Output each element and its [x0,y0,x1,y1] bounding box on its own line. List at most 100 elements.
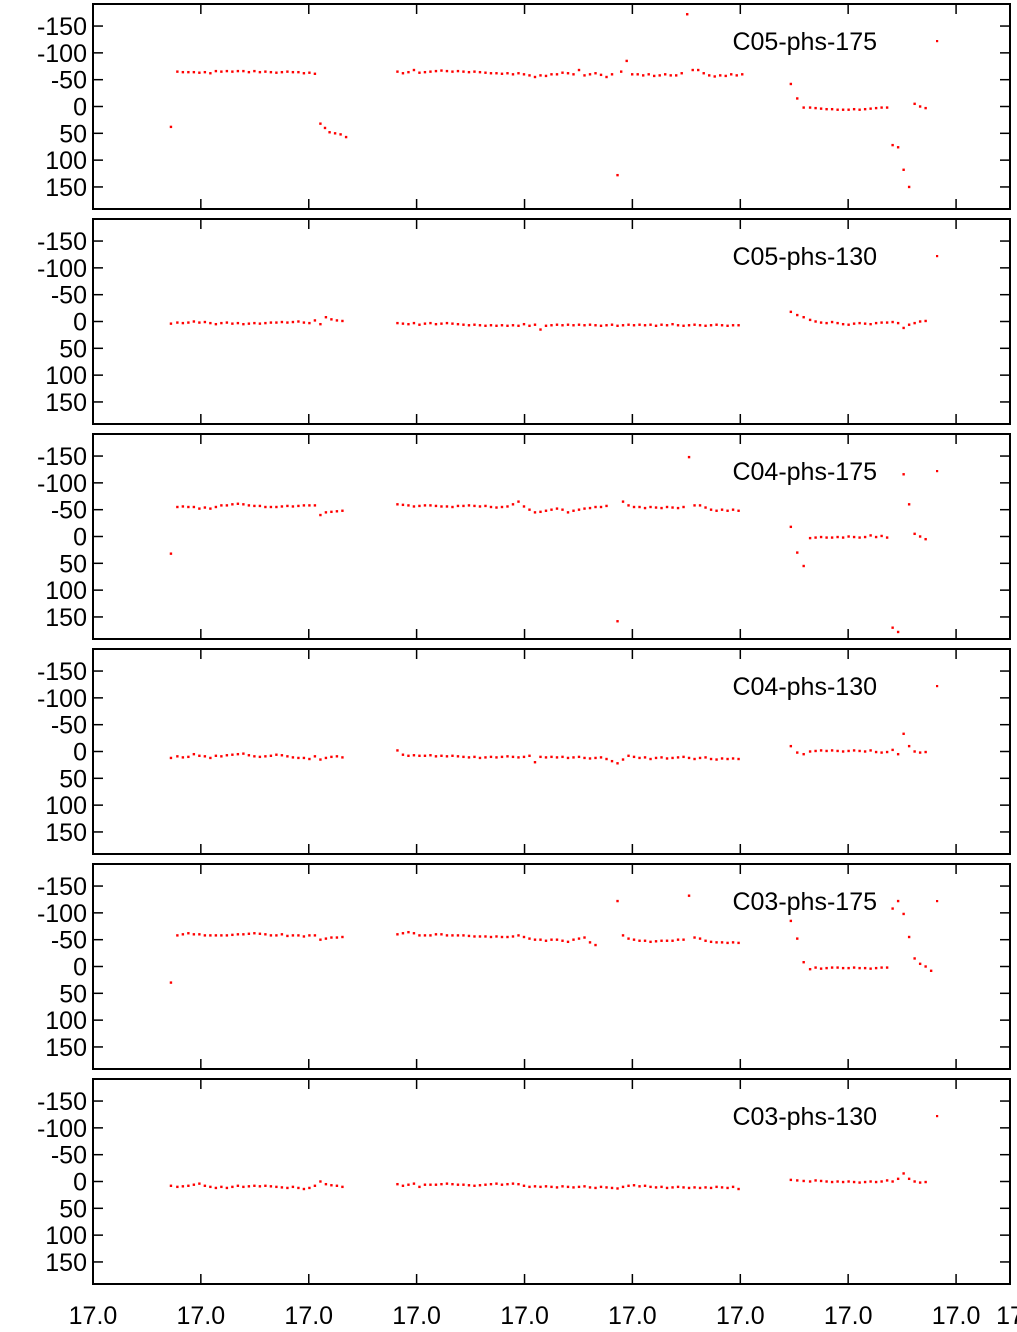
data-point [907,744,911,748]
data-point [698,1186,702,1190]
data-point [880,106,883,109]
data-point [737,509,740,512]
data-point [231,933,234,937]
data-point [423,504,427,507]
data-point [253,69,256,73]
data-point [440,754,443,757]
data-point [638,1185,641,1188]
data-point [819,967,823,970]
data-point [572,509,575,512]
data-point [258,504,262,508]
data-point [847,535,850,538]
data-point [319,322,322,326]
data-point [209,756,212,760]
data-point [192,1183,196,1186]
data-point [412,754,416,757]
data-point [478,1184,482,1187]
data-point [467,1184,471,1187]
data-point [407,504,410,507]
data-point [324,511,328,514]
data-point [588,941,592,944]
data-point [286,70,289,73]
data-point [401,503,405,507]
data-point [445,69,449,73]
data-point [572,938,575,941]
data-point [918,1181,922,1184]
data-point [500,755,504,759]
data-point [451,934,454,937]
data-point [275,321,278,324]
data-point [594,324,597,327]
data-point [649,1185,652,1189]
x-tick-label: 17.0 [716,1302,765,1330]
data-point [588,323,592,326]
data-point [907,503,911,506]
data-point [517,72,520,75]
data-point [902,473,905,476]
data-point [715,758,718,761]
y-tick-label: -50 [51,712,87,740]
data-point [176,321,179,324]
data-point [517,756,520,759]
data-point [836,1180,839,1183]
data-point [330,1184,333,1187]
data-point [209,1185,212,1189]
data-point [830,320,834,324]
data-point [588,73,592,76]
data-point [693,323,696,326]
data-point [456,1183,460,1186]
data-point [473,504,476,508]
data-point [555,756,559,759]
data-point [863,966,867,970]
y-tick-label: 150 [45,819,87,847]
data-point [286,755,289,758]
y-tick-label: 50 [59,120,87,148]
data-point [253,755,256,758]
data-point [280,933,284,936]
data-point [885,750,889,754]
data-point [192,505,196,509]
data-point [913,957,916,960]
y-tick-label: -150 [37,443,87,471]
data-point [451,754,454,757]
data-point [555,938,559,941]
data-point [500,72,504,75]
data-point [236,752,240,756]
data-point [691,68,694,72]
data-point [220,1185,223,1189]
data-point [572,324,575,327]
data-point [467,756,471,759]
data-point [231,503,234,506]
data-point [616,899,619,903]
data-point [456,504,460,508]
data-point [671,939,674,942]
data-point [852,322,856,325]
data-point [506,935,509,939]
data-point [665,505,669,509]
data-point [302,756,306,760]
data-point [220,755,223,758]
data-point [605,504,608,508]
data-point [858,966,861,970]
data-point [258,932,262,935]
data-point [594,505,597,509]
data-point [280,754,284,757]
data-point [913,102,916,106]
data-point [247,932,251,935]
data-point [187,755,190,759]
data-point [242,1185,245,1189]
data-point [636,73,639,76]
data-point [275,71,278,74]
data-point [324,316,328,319]
data-point [902,732,905,735]
data-point [297,320,300,323]
data-point [902,912,905,916]
data-point [907,185,911,189]
data-point [264,755,267,758]
data-point [396,503,399,506]
data-point [225,504,229,507]
data-point [726,509,729,512]
data-point [192,933,196,936]
data-point [308,1186,311,1190]
